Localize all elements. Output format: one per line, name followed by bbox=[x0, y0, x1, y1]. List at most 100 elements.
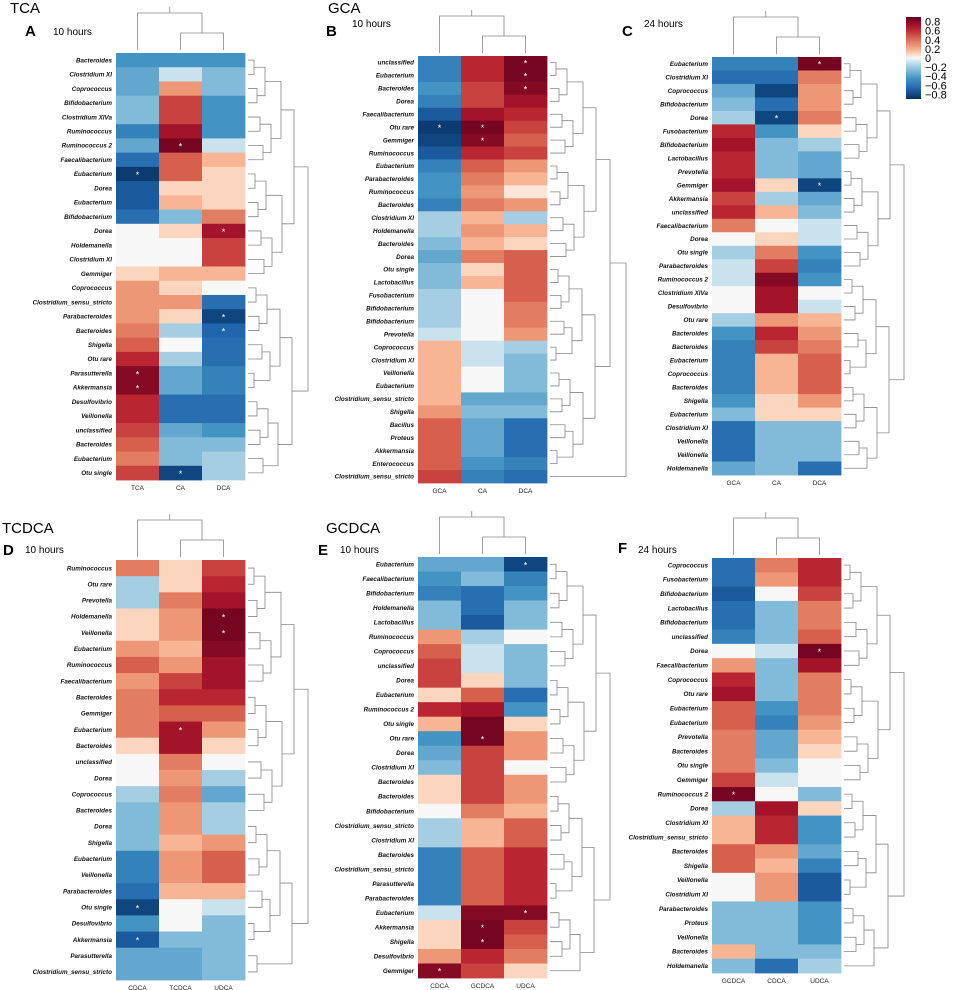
heatmap-cell bbox=[798, 872, 842, 888]
row-dendrogram bbox=[248, 59, 309, 474]
heatmap-cell bbox=[461, 301, 505, 316]
dendrogram-branch bbox=[248, 955, 258, 973]
dendrogram-branch bbox=[567, 585, 584, 645]
heatmap-cell bbox=[755, 786, 799, 802]
heatmap-cell bbox=[798, 887, 842, 902]
heatmap-cell bbox=[755, 615, 799, 630]
row-label: Eubacterium bbox=[376, 692, 415, 699]
heatmap-cell bbox=[712, 218, 756, 233]
row-label: Clostridium XI bbox=[665, 74, 708, 81]
heatmap-cell bbox=[461, 702, 505, 718]
heatmap-cell bbox=[461, 211, 505, 225]
row-label: Eubacterium bbox=[376, 73, 415, 80]
heatmap-cell bbox=[159, 280, 203, 296]
heatmap-cell bbox=[798, 944, 842, 960]
heatmap-cell bbox=[798, 844, 842, 859]
heatmap-cell bbox=[202, 294, 246, 310]
heatmap-cell bbox=[202, 280, 246, 296]
heatmap-cell bbox=[504, 934, 548, 950]
heatmap-cell bbox=[798, 915, 842, 931]
row-label: Dorea bbox=[690, 648, 708, 655]
row-label: Bifidobacterium bbox=[64, 100, 112, 107]
heatmap-cell bbox=[202, 947, 246, 965]
heatmap-cell bbox=[202, 252, 246, 267]
heatmap-cell bbox=[755, 326, 799, 341]
heatmap-cell bbox=[202, 223, 246, 239]
row-label: Desulfovibrio bbox=[668, 304, 708, 311]
dendrogram-branch bbox=[863, 815, 877, 874]
dendrogram-branch bbox=[137, 519, 203, 557]
heatmap-cell bbox=[755, 572, 799, 588]
heatmap-cell bbox=[712, 434, 756, 449]
row-label: Coprococcus bbox=[374, 649, 415, 656]
significance-marker: * bbox=[222, 312, 226, 322]
column-label: GCA bbox=[432, 488, 447, 495]
heatmap-cell bbox=[202, 67, 246, 82]
dendrogram-branch bbox=[550, 398, 563, 413]
heatmap-cell bbox=[712, 286, 756, 301]
heatmap-cell bbox=[755, 744, 799, 759]
heatmap-cell bbox=[159, 380, 203, 395]
heatmap-cell bbox=[755, 772, 799, 788]
heatmap-cell bbox=[159, 915, 203, 932]
dendrogram-branch bbox=[265, 591, 282, 658]
heatmap-cell bbox=[418, 571, 462, 587]
dendrogram-branch bbox=[550, 165, 558, 180]
heatmap-cell bbox=[461, 847, 505, 863]
dendrogram-branch bbox=[550, 191, 561, 206]
dendrogram-branch bbox=[856, 124, 868, 152]
row-label: Dorea bbox=[94, 228, 112, 235]
heatmap-cell bbox=[504, 224, 548, 238]
row-label: Proteus bbox=[685, 920, 709, 927]
panel-letter-d: D bbox=[3, 542, 14, 559]
heatmap-cell bbox=[116, 866, 160, 884]
heatmap-cell bbox=[798, 57, 842, 71]
row-label: Clostridium XI bbox=[69, 257, 112, 264]
heatmap-cell bbox=[755, 658, 799, 673]
heatmap-cell bbox=[755, 367, 799, 382]
heatmap-cell bbox=[504, 288, 548, 303]
heatmap-cell bbox=[461, 803, 505, 819]
dendrogram-branch bbox=[844, 440, 860, 456]
row-label: Bifidobacterium bbox=[660, 101, 708, 108]
row-label: Eubacterium bbox=[670, 61, 709, 68]
dendrogram-branch bbox=[137, 12, 203, 50]
heatmap-cell bbox=[712, 448, 756, 462]
dendrogram-branch bbox=[583, 614, 597, 732]
heatmap-cell bbox=[159, 753, 203, 771]
heatmap-cell bbox=[504, 470, 548, 484]
heatmap-cell bbox=[712, 313, 756, 328]
heatmap-cell bbox=[712, 829, 756, 845]
heatmap-cell bbox=[798, 205, 842, 220]
heatmap-cell bbox=[202, 451, 246, 467]
significance-marker: * bbox=[136, 936, 140, 946]
dendrogram-branch bbox=[844, 63, 851, 78]
heatmap-cell bbox=[116, 67, 160, 82]
heatmap-cell bbox=[712, 801, 756, 816]
heatmap-cell bbox=[159, 786, 203, 803]
heatmap-cell bbox=[116, 166, 160, 182]
heatmap-cell bbox=[755, 686, 799, 702]
heatmap-cell bbox=[202, 351, 246, 367]
significance-marker: * bbox=[136, 170, 140, 180]
heatmap-cell bbox=[504, 687, 548, 703]
heatmap-cell bbox=[116, 181, 160, 196]
dendrogram-branch bbox=[248, 599, 258, 617]
dendrogram-branch bbox=[569, 817, 583, 877]
heatmap-cell bbox=[504, 366, 548, 380]
heatmap-cell bbox=[712, 394, 756, 408]
dendrogram-branch bbox=[254, 66, 266, 97]
row-label: Otu rare bbox=[390, 124, 415, 131]
row-label: Ruminococcus 2 bbox=[658, 277, 709, 284]
row-label: Clostridium_sensu_stricto bbox=[629, 834, 709, 841]
heatmap-cell bbox=[202, 834, 246, 852]
heatmap-cell bbox=[159, 592, 203, 609]
significance-marker: * bbox=[179, 726, 183, 736]
heatmap-cell bbox=[504, 327, 548, 342]
heatmap-cell bbox=[159, 850, 203, 868]
dendrogram-branch bbox=[265, 81, 282, 139]
heatmap-cell bbox=[116, 238, 160, 253]
dendrogram-branch bbox=[248, 458, 264, 474]
heatmap-cell bbox=[418, 107, 462, 122]
heatmap-cell bbox=[504, 418, 548, 432]
